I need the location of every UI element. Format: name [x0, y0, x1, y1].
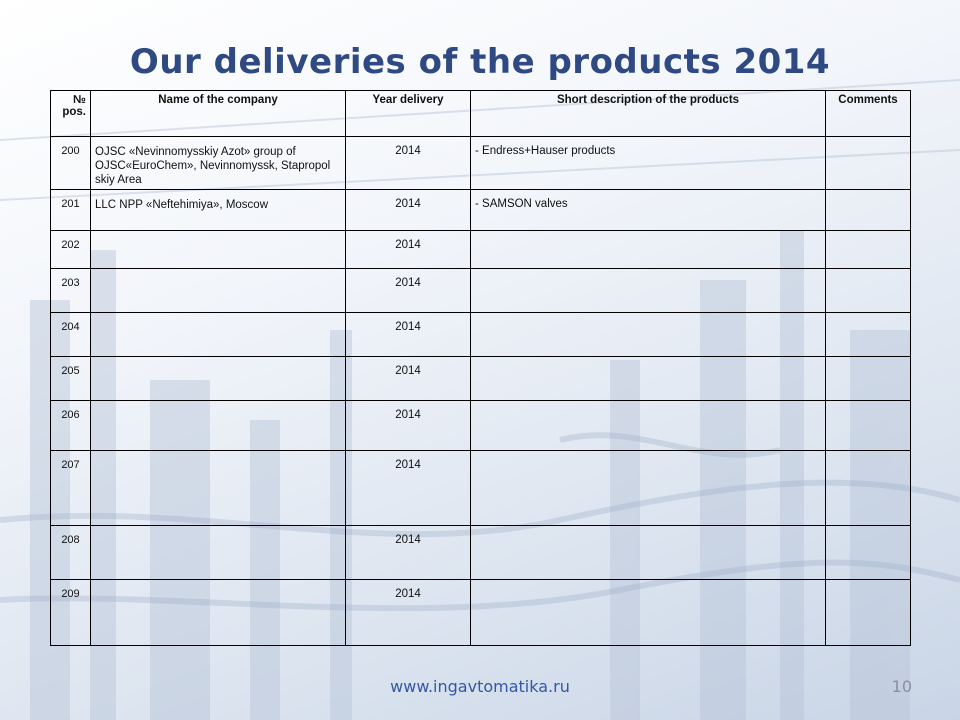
page-number: 10: [891, 677, 912, 696]
cell-year: 2014: [345, 400, 471, 451]
cell-comments: [825, 268, 911, 313]
cell-company: [90, 400, 346, 451]
cell-comments: [825, 450, 911, 526]
table-row: 209 2014: [50, 579, 911, 646]
cell-comments: [825, 230, 911, 269]
table-row: 201 LLC NPP «Neftehimiya», Moscow 2014 -…: [50, 189, 911, 231]
deliveries-table: № pos. Name of the company Year delivery…: [50, 90, 911, 646]
cell-year: 2014: [345, 268, 471, 313]
cell-pos: 201: [50, 189, 91, 231]
cell-pos: 209: [50, 579, 91, 646]
footer-website-link[interactable]: www.ingavtomatika.ru: [390, 677, 570, 696]
cell-description: [470, 525, 826, 580]
cell-pos: 205: [50, 356, 91, 401]
cell-description: [470, 400, 826, 451]
table-row: 205 2014: [50, 356, 911, 401]
cell-comments: [825, 579, 911, 646]
cell-description: [470, 450, 826, 526]
cell-pos: 204: [50, 312, 91, 357]
cell-company: [90, 312, 346, 357]
cell-company: [90, 579, 346, 646]
cell-comments: [825, 356, 911, 401]
cell-pos: 207: [50, 450, 91, 526]
cell-company: [90, 525, 346, 580]
cell-company: [90, 450, 346, 526]
cell-comments: [825, 400, 911, 451]
table-row: 204 2014: [50, 312, 911, 357]
cell-pos: 200: [50, 136, 91, 190]
cell-year: 2014: [345, 525, 471, 580]
header-year: Year delivery: [345, 90, 471, 137]
cell-year: 2014: [345, 136, 471, 190]
table-row: 207 2014: [50, 450, 911, 526]
cell-pos: 208: [50, 525, 91, 580]
cell-company: LLC NPP «Neftehimiya», Moscow: [90, 189, 346, 231]
cell-comments: [825, 136, 911, 190]
cell-company: [90, 356, 346, 401]
table-row: 206 2014: [50, 400, 911, 451]
cell-comments: [825, 312, 911, 357]
slide-title: Our deliveries of the products 2014: [129, 42, 831, 82]
table-row: 202 2014: [50, 230, 911, 269]
table-row: 208 2014: [50, 525, 911, 580]
cell-company: [90, 268, 346, 313]
table-header-row: № pos. Name of the company Year delivery…: [50, 90, 911, 137]
header-description: Short description of the products: [470, 90, 826, 137]
cell-company: [90, 230, 346, 269]
cell-description: [470, 312, 826, 357]
cell-description: - SAMSON valves: [470, 189, 826, 231]
header-company: Name of the company: [90, 90, 346, 137]
cell-year: 2014: [345, 230, 471, 269]
table-row: 200 OJSC «Nevinnomysskiy Azot» group of …: [50, 136, 911, 190]
cell-company: OJSC «Nevinnomysskiy Azot» group of OJSC…: [90, 136, 346, 190]
cell-description: [470, 579, 826, 646]
cell-comments: [825, 525, 911, 580]
header-pos: № pos.: [50, 90, 91, 137]
cell-year: 2014: [345, 312, 471, 357]
cell-year: 2014: [345, 189, 471, 231]
cell-year: 2014: [345, 356, 471, 401]
cell-description: [470, 230, 826, 269]
cell-pos: 202: [50, 230, 91, 269]
header-comments: Comments: [825, 90, 911, 137]
cell-comments: [825, 189, 911, 231]
cell-description: [470, 356, 826, 401]
cell-year: 2014: [345, 579, 471, 646]
cell-year: 2014: [345, 450, 471, 526]
cell-pos: 203: [50, 268, 91, 313]
cell-description: - Endress+Hauser products: [470, 136, 826, 190]
cell-description: [470, 268, 826, 313]
table-row: 203 2014: [50, 268, 911, 313]
cell-pos: 206: [50, 400, 91, 451]
